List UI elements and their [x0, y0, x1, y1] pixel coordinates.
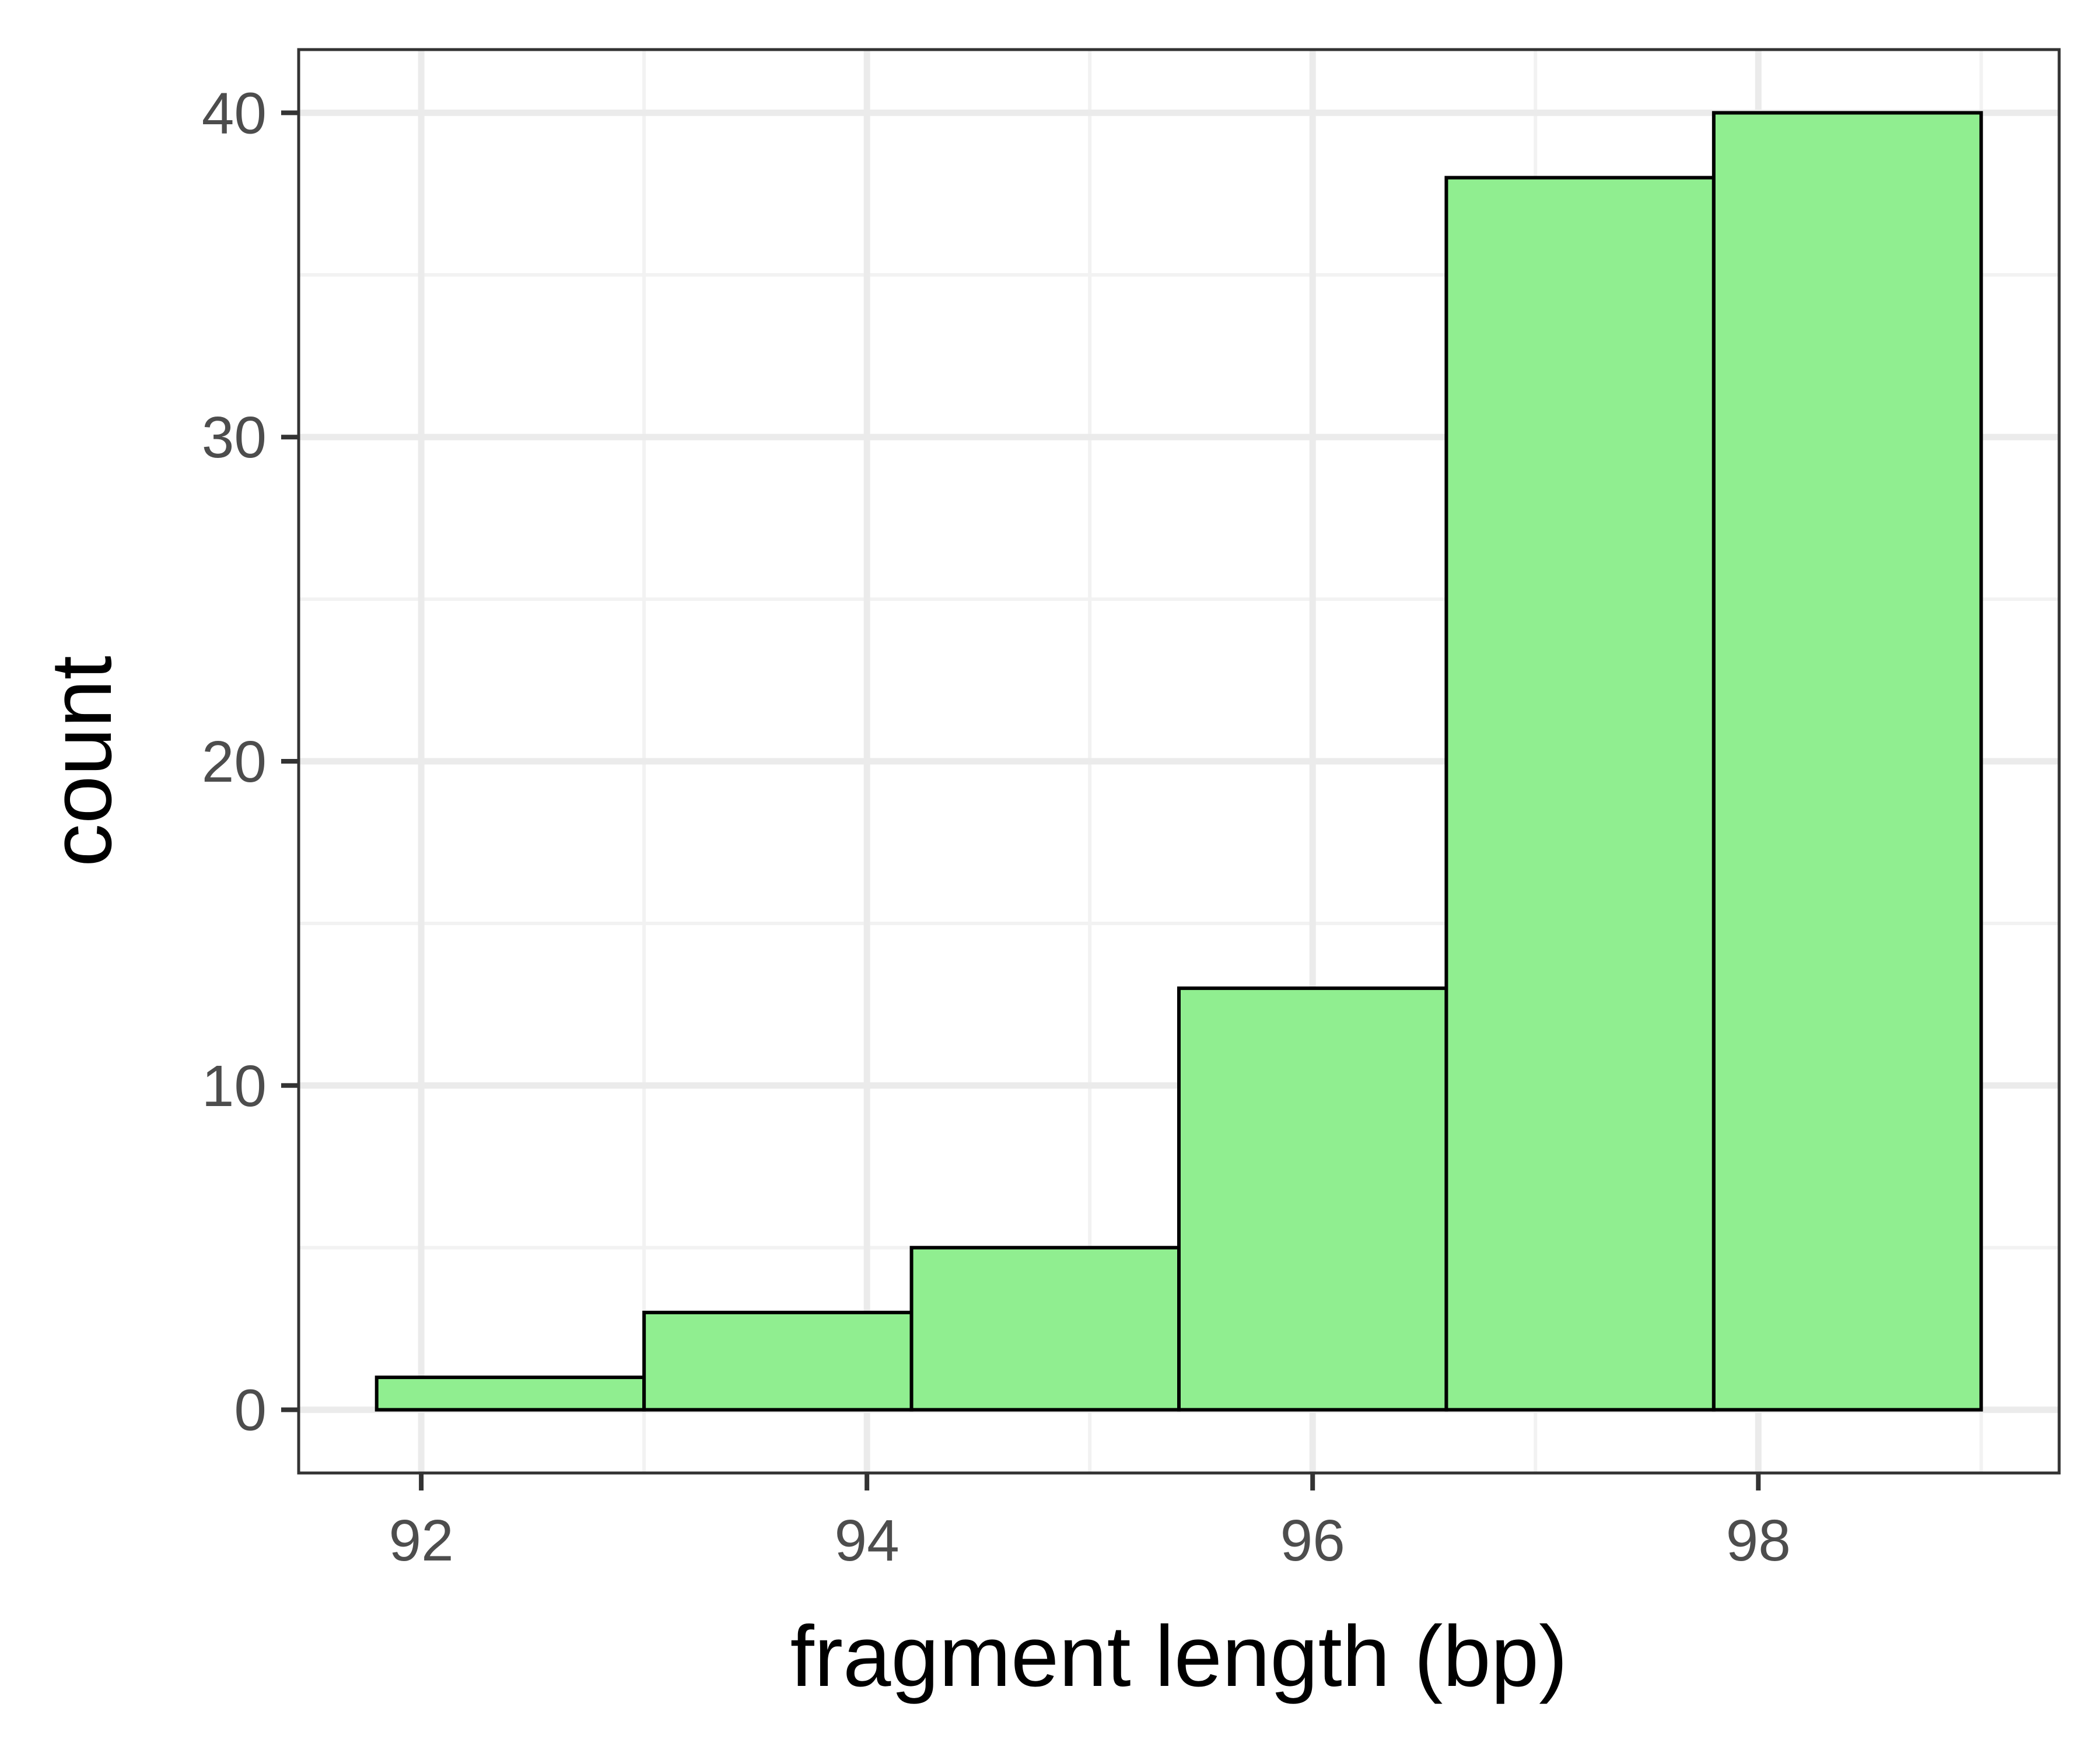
- histogram-bar-4: [1177, 986, 1448, 1412]
- y-axis-title: count: [33, 656, 130, 867]
- histogram-bars: [374, 111, 1983, 1412]
- y-tick-label: 10: [202, 1054, 267, 1119]
- histogram-bar-1: [374, 1376, 646, 1412]
- x-tick-label: 96: [1280, 1508, 1345, 1573]
- y-tick-label: 0: [234, 1378, 267, 1443]
- y-tick-label: 30: [202, 405, 267, 470]
- histogram-bar-3: [909, 1245, 1181, 1412]
- x-tick-label: 98: [1726, 1508, 1791, 1573]
- x-axis: 92 94 96 98: [388, 1473, 1791, 1573]
- x-tick-label: 94: [835, 1508, 900, 1573]
- y-tick-label: 40: [202, 81, 267, 146]
- x-axis-title: fragment length (bp): [790, 1608, 1568, 1705]
- histogram-bar-5: [1444, 176, 1716, 1412]
- x-tick-label: 92: [388, 1508, 453, 1573]
- y-tick-label: 20: [202, 729, 267, 795]
- histogram-bar-6: [1712, 111, 1983, 1412]
- histogram-bar-2: [642, 1310, 914, 1412]
- y-axis: 0 10 20 30 40: [202, 81, 299, 1443]
